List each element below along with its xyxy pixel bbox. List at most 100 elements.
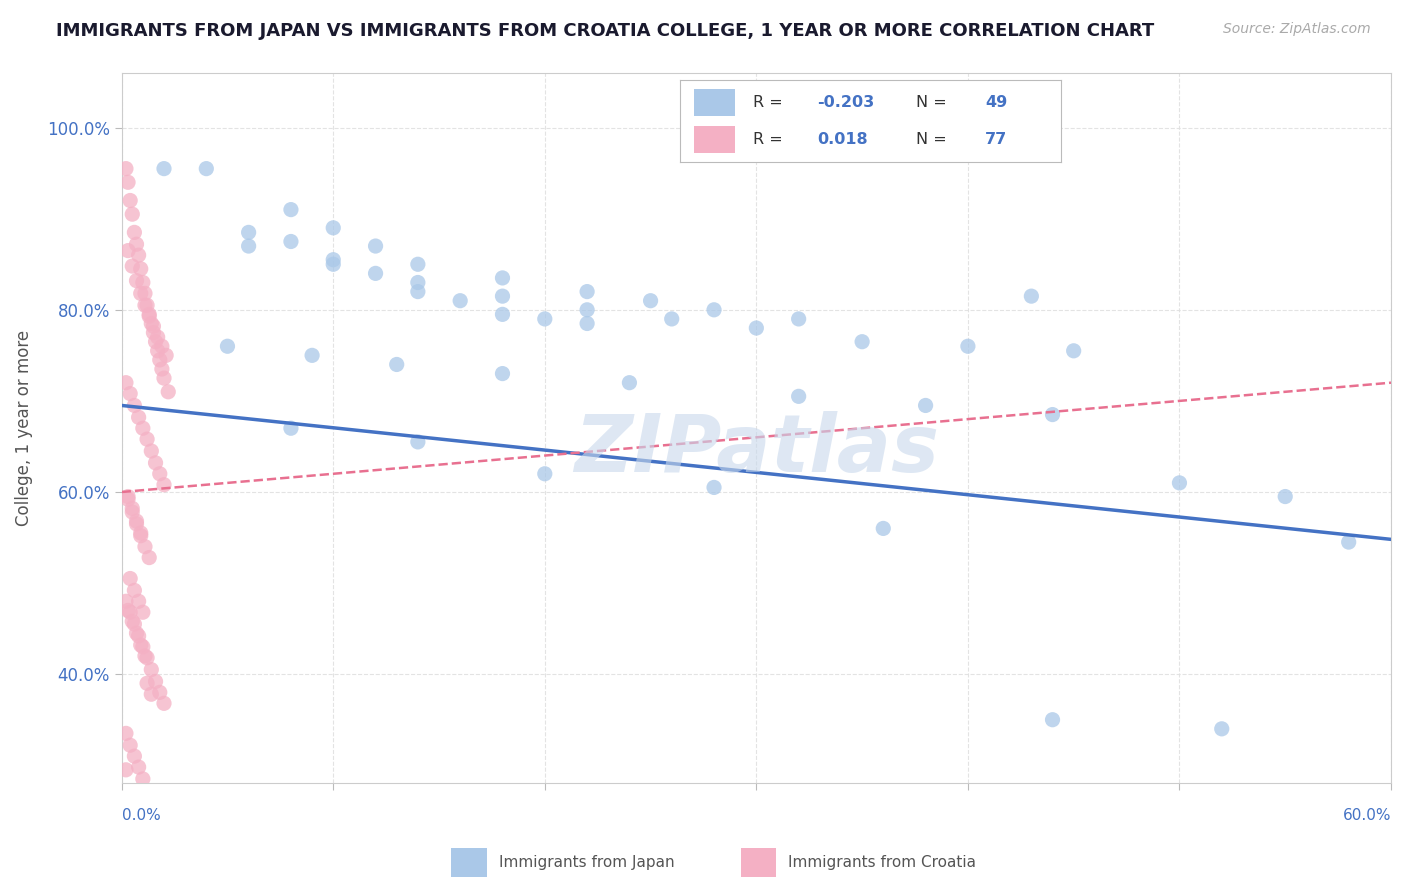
Point (491, 271, 513, 285)
Point (136, 676, 159, 690)
Point (132, 640, 155, 654)
Text: 60.0%: 60.0% (1343, 808, 1391, 823)
Point (125, 237, 148, 252)
Point (745, 321, 768, 335)
Text: Immigrants from Japan: Immigrants from Japan (499, 855, 675, 870)
Point (134, 648, 156, 663)
Point (115, 726, 138, 740)
Point (134, 540, 156, 554)
Point (129, 286, 152, 301)
Point (125, 626, 148, 640)
Point (301, 348, 323, 362)
Point (149, 467, 172, 481)
Point (141, 687, 163, 701)
Point (661, 312, 683, 326)
Point (406, 276, 429, 290)
Point (138, 550, 160, 565)
Point (124, 617, 146, 632)
Point (1063, 343, 1085, 358)
Point (364, 239, 387, 253)
Point (533, 312, 555, 326)
Point (385, 358, 408, 372)
Point (117, 490, 139, 504)
Point (533, 467, 555, 481)
Point (1337, 535, 1360, 549)
Point (129, 529, 152, 543)
Point (491, 307, 513, 321)
Bar (741, 848, 776, 877)
Point (128, 629, 150, 643)
Point (406, 257, 429, 271)
Point (195, 161, 218, 176)
Point (117, 244, 139, 258)
Point (120, 605, 142, 619)
Point (406, 285, 429, 299)
Point (120, 738, 142, 752)
Point (142, 319, 165, 334)
Point (117, 603, 139, 617)
Point (146, 343, 169, 358)
Point (129, 638, 152, 652)
Point (117, 492, 139, 507)
Point (145, 674, 167, 689)
Point (132, 421, 155, 435)
Point (124, 583, 146, 598)
Point (121, 505, 143, 519)
Point (120, 572, 142, 586)
Point (128, 760, 150, 774)
Point (145, 334, 167, 349)
Point (956, 339, 979, 353)
Point (153, 371, 176, 385)
Point (851, 334, 873, 349)
Bar (451, 848, 486, 877)
Point (125, 514, 148, 528)
Point (121, 259, 143, 273)
Point (124, 226, 146, 240)
Point (364, 266, 387, 280)
Point (1021, 289, 1043, 303)
Point (153, 696, 176, 710)
Point (141, 663, 163, 677)
Point (787, 389, 810, 403)
Point (914, 399, 936, 413)
Point (121, 501, 143, 516)
Point (149, 685, 172, 699)
Point (117, 175, 139, 189)
Point (136, 298, 159, 312)
Point (280, 235, 302, 249)
Text: IMMIGRANTS FROM JAPAN VS IMMIGRANTS FROM CROATIA COLLEGE, 1 YEAR OR MORE CORRELA: IMMIGRANTS FROM JAPAN VS IMMIGRANTS FROM… (56, 22, 1154, 40)
Point (217, 339, 239, 353)
Point (703, 480, 725, 494)
Point (703, 302, 725, 317)
Point (145, 456, 167, 470)
Point (576, 302, 599, 317)
Point (157, 384, 180, 399)
Point (121, 615, 143, 629)
Point (153, 477, 176, 491)
Point (1274, 490, 1296, 504)
Point (787, 312, 810, 326)
Point (150, 362, 173, 376)
Point (121, 207, 143, 221)
Point (141, 317, 163, 331)
Point (149, 352, 172, 367)
Point (142, 326, 165, 340)
Point (138, 309, 160, 323)
Point (134, 286, 156, 301)
Point (125, 274, 148, 288)
Point (124, 399, 146, 413)
Text: 0.0%: 0.0% (122, 808, 160, 823)
Point (115, 161, 138, 176)
Point (115, 376, 138, 390)
Point (134, 298, 156, 312)
Point (491, 289, 513, 303)
Point (238, 226, 260, 240)
Point (153, 161, 176, 176)
Point (576, 317, 599, 331)
Point (136, 650, 159, 665)
Point (1211, 722, 1233, 736)
Point (128, 248, 150, 262)
Point (872, 521, 894, 535)
Point (491, 367, 513, 381)
Point (115, 594, 138, 608)
